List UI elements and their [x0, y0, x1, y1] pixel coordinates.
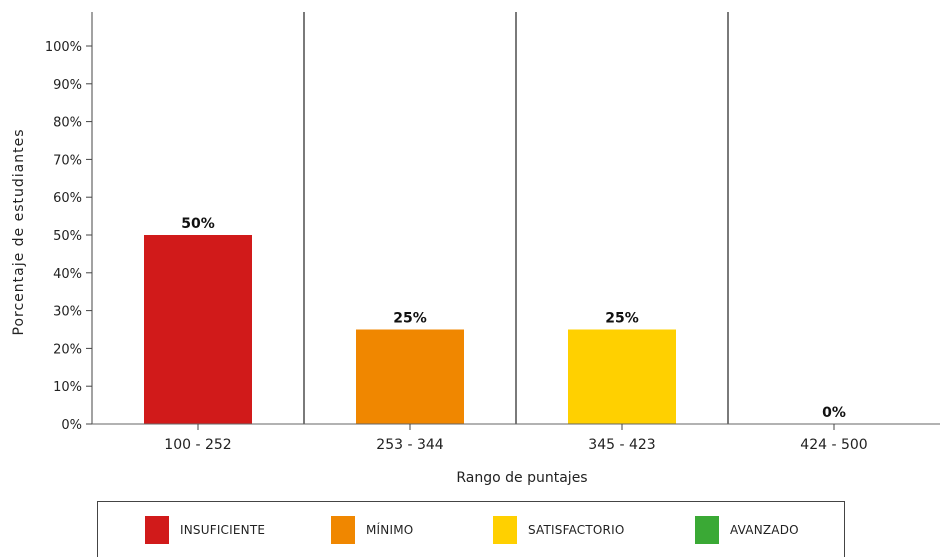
legend-label: SATISFACTORIO	[528, 522, 625, 537]
legend-swatch	[331, 515, 355, 544]
data-label: 50%	[181, 216, 215, 232]
bars: 50% 25% 25% 0%	[144, 216, 846, 424]
legend: INSUFICIENTE MÍNIMO SATISFACTORIO AVANZA…	[97, 501, 845, 557]
x-axis-title: Rango de puntajes	[456, 470, 587, 486]
y-tick-label: 100%	[45, 40, 82, 55]
legend-label: AVANZADO	[730, 522, 799, 537]
legend-item-satisfactorio: SATISFACTORIO	[493, 515, 695, 544]
legend-swatch	[695, 515, 719, 544]
legend-item-avanzado: AVANZADO	[695, 515, 825, 544]
y-axis: 0% 10% 20% 30% 40% 50% 60% 70% 80% 90% 100%	[45, 12, 93, 433]
y-axis-title: Porcentaje de estudiantes	[11, 128, 27, 335]
y-tick-label: 60%	[53, 191, 82, 206]
legend-swatch	[493, 515, 517, 544]
y-tick-label: 50%	[53, 229, 82, 244]
legend-item-insuficiente: INSUFICIENTE	[145, 515, 331, 544]
y-tick-label: 80%	[53, 116, 82, 131]
y-tick-label: 40%	[53, 267, 82, 282]
y-tick-label: 0%	[61, 418, 82, 433]
y-tick-label: 30%	[53, 305, 82, 320]
x-axis: 100 - 252 253 - 344 345 - 423 424 - 500	[92, 423, 940, 453]
y-tick-label: 20%	[53, 342, 82, 357]
y-tick-label: 90%	[53, 78, 82, 93]
data-label: 25%	[605, 311, 639, 327]
legend-swatch	[145, 515, 169, 544]
bar	[568, 329, 676, 424]
legend-label: MÍNIMO	[366, 522, 414, 537]
data-label: 25%	[393, 311, 427, 327]
data-label: 0%	[822, 405, 846, 421]
y-tick-label: 10%	[53, 380, 82, 395]
bar	[356, 329, 464, 424]
x-tick-label: 345 - 423	[588, 437, 655, 453]
legend-item-minimo: MÍNIMO	[331, 515, 493, 544]
x-tick-label: 253 - 344	[376, 437, 443, 453]
legend-label: INSUFICIENTE	[180, 522, 266, 537]
x-tick-label: 424 - 500	[800, 437, 867, 453]
category-separators	[303, 12, 729, 424]
bar	[144, 235, 252, 424]
y-tick-label: 70%	[53, 153, 82, 168]
bar-chart: 0% 10% 20% 30% 40% 50% 60% 70% 80% 90% 100% 50% 25%…	[11, 12, 940, 486]
x-tick-label: 100 - 252	[164, 437, 231, 453]
